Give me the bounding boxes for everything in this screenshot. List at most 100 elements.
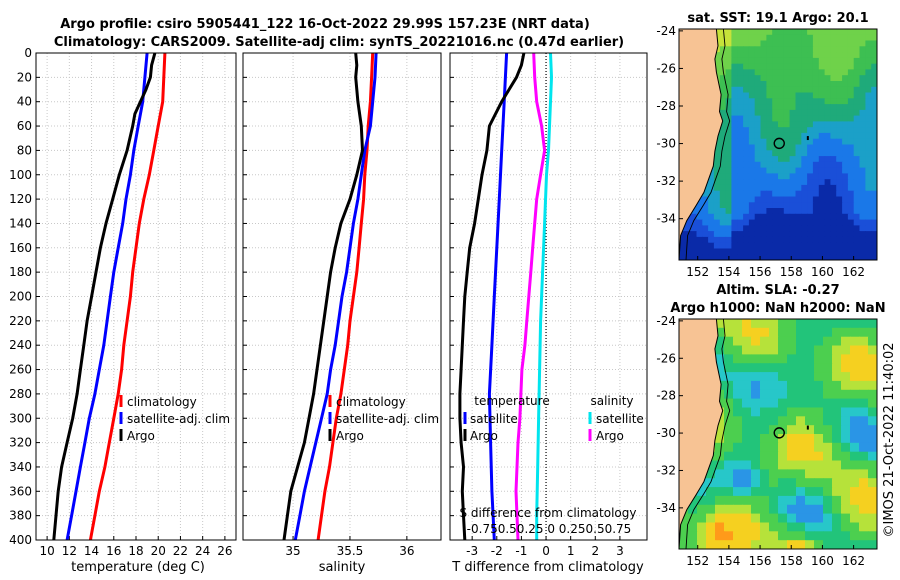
map-cell — [748, 167, 756, 174]
map-frame — [678, 28, 878, 261]
map-cell — [865, 202, 872, 209]
map-cell — [807, 121, 814, 128]
map-cell — [713, 213, 721, 221]
map-cell — [868, 319, 877, 329]
map-cell — [715, 345, 725, 355]
map-cell — [859, 236, 866, 244]
map-cell — [737, 115, 744, 122]
map-cell — [724, 398, 734, 408]
map-cell — [715, 513, 725, 523]
map-cell — [814, 354, 824, 364]
map-cell — [783, 57, 791, 65]
map-cell — [807, 81, 814, 88]
map-cell — [801, 86, 808, 94]
map-cell — [778, 190, 785, 198]
map-cell — [847, 179, 855, 186]
map-cell — [859, 69, 866, 76]
map-cell — [807, 184, 814, 192]
map-cell — [754, 236, 762, 244]
map-cell — [805, 522, 815, 532]
map-cell — [824, 173, 831, 180]
map-cell — [760, 398, 770, 408]
map-cell — [743, 104, 750, 111]
map-cell — [832, 407, 842, 417]
map-cell — [871, 225, 877, 232]
map-cell — [795, 121, 802, 128]
map-cell — [748, 248, 756, 255]
map-cell — [719, 29, 727, 36]
map-cell — [859, 363, 869, 373]
map-cell — [789, 150, 796, 157]
map-cell — [795, 208, 802, 215]
map-cell — [795, 184, 802, 192]
map-cell — [708, 173, 715, 180]
map-cell — [842, 132, 849, 140]
map-cell — [737, 167, 744, 174]
map-cell — [812, 63, 820, 71]
map-cell — [731, 190, 738, 198]
map-cell — [789, 46, 796, 53]
map-cell — [731, 109, 738, 117]
difference-xlabel: T difference from climatology — [451, 560, 644, 575]
map-cell — [807, 161, 814, 169]
map-cell — [789, 231, 796, 238]
map-cell — [743, 161, 750, 169]
sla-map-title-line-2: Argo h1000: NaN h2000: NaN — [670, 301, 885, 316]
map-cell — [805, 319, 815, 329]
map-cell — [801, 40, 808, 47]
map-cell — [731, 179, 738, 186]
map-cell — [787, 372, 797, 382]
map-cell — [737, 104, 744, 111]
map-cell — [805, 354, 815, 364]
map-cell — [868, 504, 877, 515]
map-cell — [719, 109, 727, 117]
map-cell — [853, 57, 861, 65]
map-cell — [789, 81, 796, 88]
map-cell — [697, 504, 707, 515]
map-cell — [760, 115, 767, 122]
map-cell — [743, 213, 750, 221]
map-cell — [719, 179, 727, 186]
map-cell — [760, 173, 767, 180]
map-cell — [836, 63, 843, 71]
map-cell — [724, 363, 734, 373]
map-cell — [760, 75, 767, 82]
map-cell — [865, 231, 872, 238]
map-cell — [824, 98, 831, 105]
map-cell — [719, 219, 727, 226]
map-cell — [824, 190, 831, 198]
map-cell — [772, 81, 779, 88]
map-cell — [760, 513, 770, 523]
map-cell — [778, 460, 788, 470]
map-cell — [865, 69, 872, 76]
map-cell — [783, 144, 791, 151]
map-cell — [760, 354, 770, 364]
map-cell — [871, 40, 877, 47]
map-cell — [841, 372, 851, 382]
map-cell — [836, 40, 843, 47]
map-cell — [731, 184, 738, 192]
map-cell — [865, 29, 872, 36]
map-cell — [731, 63, 738, 71]
map-cell — [690, 236, 697, 244]
y-tick-label: 280 — [9, 387, 32, 401]
map-cell — [865, 196, 872, 203]
map-cell — [853, 150, 861, 157]
map-cell — [737, 29, 744, 36]
map-cell — [783, 184, 791, 192]
map-cell — [805, 398, 815, 408]
map-cell — [754, 161, 762, 169]
map-cell — [719, 173, 727, 180]
map-cell — [812, 109, 820, 117]
map-cell — [823, 319, 833, 329]
map-cell — [719, 231, 727, 238]
map-cell — [801, 144, 808, 151]
map-cell — [778, 109, 785, 117]
map-cell — [801, 254, 808, 260]
map-cell — [778, 34, 785, 42]
map-cell — [814, 478, 824, 488]
map-cell — [830, 29, 837, 36]
map-cell — [796, 513, 806, 523]
map-cell — [783, 248, 791, 255]
